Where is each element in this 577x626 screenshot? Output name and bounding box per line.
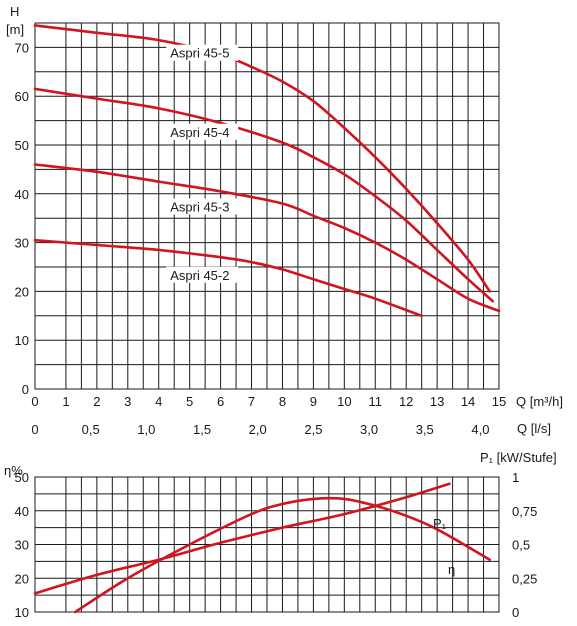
efficiency-tick-label: 20 — [15, 571, 29, 586]
efficiency-plot-frame — [34, 476, 500, 613]
power-y-ticks: 0 0,25 0,5 0,75 1 — [512, 470, 537, 620]
curve-aspri-45-5 — [33, 24, 491, 293]
curve-efficiency — [73, 496, 491, 614]
flow-m3h-ticks: 0 1 2 3 4 5 6 7 8 9 10 11 12 13 14 15 — [31, 394, 506, 409]
head-tick-label: 40 — [15, 187, 29, 202]
power-tick-label: 1 — [512, 470, 519, 485]
efficiency-y-ticks: 10 20 30 40 50 — [15, 470, 29, 620]
head-axis-unit: [m] — [6, 22, 24, 37]
efficiency-curves — [33, 482, 491, 614]
flow-ls-ticks: 0 0,5 1,0 1,5 2,0 2,5 3,0 3,5 4,0 — [31, 422, 489, 437]
head-series-labels: Aspri 45-5 Aspri 45-4 Aspri 45-3 Aspri 45-2 — [166, 44, 239, 283]
head-tick-label: 50 — [15, 138, 29, 153]
head-tick-label: 0 — [22, 382, 29, 397]
efficiency-series-labels: P₁ η — [433, 516, 455, 577]
flow-m3h-tick-label: 4 — [155, 394, 162, 409]
flow-m3h-tick-label: 2 — [93, 394, 100, 409]
efficiency-grid — [35, 477, 499, 612]
head-tick-label: 10 — [15, 333, 29, 348]
flow-m3h-tick-label: 5 — [186, 394, 193, 409]
flow-m3h-tick-label: 11 — [369, 394, 383, 409]
flow-m3h-tick-label: 15 — [492, 394, 506, 409]
flow-ls-tick-label: 2,5 — [304, 422, 322, 437]
flow-ls-tick-label: 0,5 — [82, 422, 100, 437]
head-axis-label: H — [10, 4, 19, 19]
series-label-aspri-45-2: Aspri 45-2 — [170, 268, 229, 283]
flow-m3h-tick-label: 0 — [31, 394, 38, 409]
head-plot-frame — [34, 22, 500, 390]
flow-m3h-tick-label: 6 — [217, 394, 224, 409]
head-tick-label: 70 — [15, 40, 29, 55]
curve-aspri-45-2 — [33, 238, 423, 318]
head-tick-label: 30 — [15, 236, 29, 251]
series-label-background — [166, 123, 239, 140]
power-tick-label: 0,75 — [512, 504, 537, 519]
power-tick-label: 0 — [512, 605, 519, 620]
series-label-background — [166, 198, 239, 215]
efficiency-tick-label: 30 — [15, 538, 29, 553]
flow-ls-tick-label: 4,0 — [471, 422, 489, 437]
curve-power — [33, 482, 451, 595]
efficiency-tick-label: 10 — [15, 605, 29, 620]
head-chart: Aspri 45-5 Aspri 45-4 Aspri 45-3 Aspri 45-2… — [6, 4, 563, 437]
head-curves — [33, 24, 501, 318]
flow-m3h-tick-label: 13 — [430, 394, 444, 409]
flow-m3h-axis-label: Q [m³/h] — [516, 394, 563, 409]
flow-m3h-tick-label: 8 — [279, 394, 286, 409]
flow-m3h-tick-label: 10 — [337, 394, 351, 409]
series-label-aspri-45-5: Aspri 45-5 — [170, 46, 229, 61]
flow-ls-tick-label: 2,0 — [249, 422, 267, 437]
power-tick-label: 0,5 — [512, 538, 530, 553]
efficiency-axis-label: η% — [4, 463, 23, 478]
head-tick-label: 60 — [15, 89, 29, 104]
flow-m3h-tick-label: 14 — [461, 394, 475, 409]
flow-m3h-tick-label: 9 — [310, 394, 317, 409]
curve-aspri-45-3 — [33, 163, 501, 313]
efficiency-tick-label: 40 — [15, 504, 29, 519]
series-label-background — [166, 44, 239, 61]
power-axis-label: P₁ [kW/Stufe] — [480, 450, 557, 465]
series-label-background — [166, 266, 239, 283]
power-tick-label: 0,25 — [512, 571, 537, 586]
series-label-power: P₁ — [433, 516, 447, 531]
flow-ls-tick-label: 1,0 — [137, 422, 155, 437]
flow-ls-tick-label: 3,0 — [360, 422, 378, 437]
head-tick-label: 20 — [15, 284, 29, 299]
efficiency-chart: P₁ η 10 20 30 40 50 0 0,25 0,5 0,75 1 η% P₁ [kW/S… — [4, 450, 557, 620]
curve-aspri-45-4 — [33, 87, 495, 303]
flow-ls-tick-label: 1,5 — [193, 422, 211, 437]
flow-m3h-tick-label: 1 — [62, 394, 69, 409]
head-y-ticks: 0 10 20 30 40 50 60 70 — [15, 40, 29, 397]
series-label-efficiency: η — [448, 562, 455, 577]
flow-m3h-tick-label: 7 — [248, 394, 255, 409]
flow-m3h-tick-label: 3 — [124, 394, 131, 409]
efficiency-tick-label: 50 — [15, 470, 29, 485]
flow-ls-tick-label: 0 — [31, 422, 38, 437]
flow-ls-axis-label: Q [l/s] — [517, 421, 551, 436]
series-label-aspri-45-3: Aspri 45-3 — [170, 199, 229, 214]
flow-m3h-tick-label: 12 — [399, 394, 413, 409]
series-label-aspri-45-4: Aspri 45-4 — [170, 125, 229, 140]
flow-ls-tick-label: 3,5 — [416, 422, 434, 437]
